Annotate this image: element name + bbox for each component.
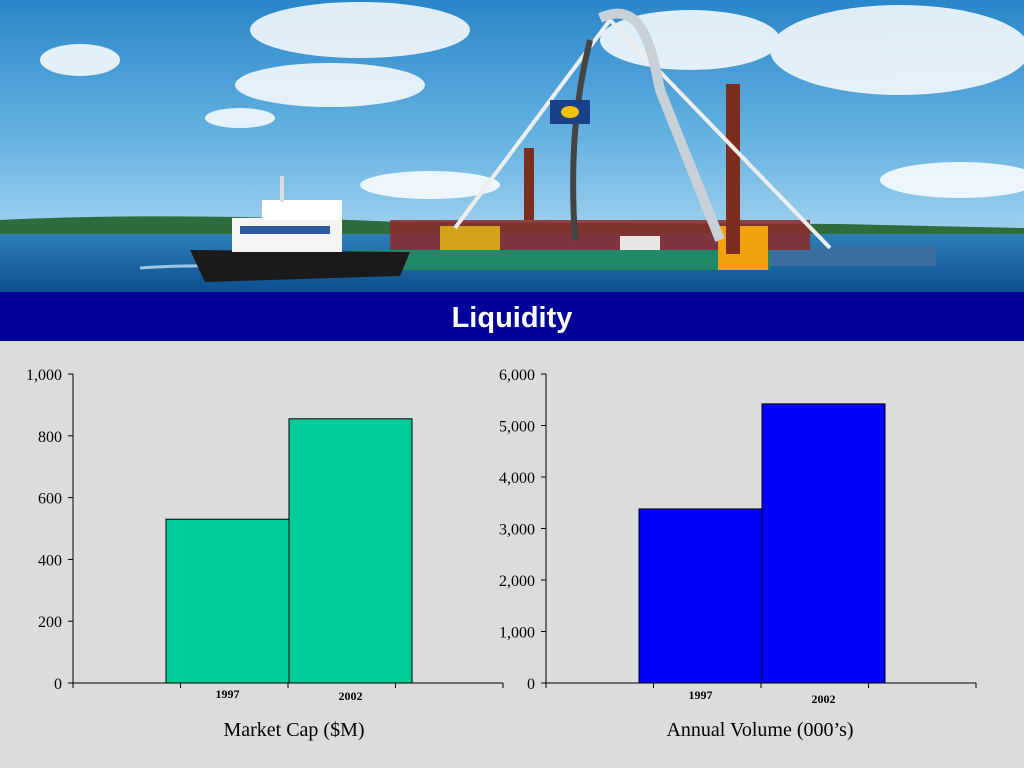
annual-volume-chart: 0 1,000 2,000 3,000 4,000 5,000 6,000 1997 2002 A… <box>499 367 977 741</box>
annual-volume-y-tick-label: 4,000 <box>499 470 535 487</box>
market-cap-y-tick-label: 1,000 <box>26 367 62 384</box>
sky <box>0 0 1024 232</box>
market-cap-y-tick-label: 800 <box>38 429 62 446</box>
annual-volume-category-label: 2002 <box>812 692 836 706</box>
market-cap-bar-2002 <box>288 418 413 684</box>
market-cap-category-label: 2002 <box>339 689 363 703</box>
market-cap-x-axis-label: Market Cap ($M) <box>223 719 364 741</box>
market-cap-category-label: 1997 <box>216 687 240 701</box>
tugboat <box>190 176 410 282</box>
annual-volume-category-label: 1997 <box>689 688 713 702</box>
annual-volume-y-tick-label: 0 <box>527 676 535 693</box>
flag <box>550 100 590 124</box>
market-cap-y-tick-label: 600 <box>38 491 62 508</box>
hero-photo <box>0 0 1024 292</box>
annual-volume-y-tick-label: 3,000 <box>499 522 535 539</box>
market-cap-y-tick-label: 0 <box>54 676 62 693</box>
charts-area: 0 200 400 600 800 1,000 1997 2002 Market Cap ($M… <box>0 341 1024 768</box>
title-bar: Liquidity <box>0 292 1024 341</box>
market-cap-y-tick-label: 200 <box>38 614 62 631</box>
annual-volume-y-tick-label: 6,000 <box>499 367 535 384</box>
slide-title: Liquidity <box>451 302 573 334</box>
market-cap-y-tick-label: 400 <box>38 552 62 569</box>
annual-volume-y-tick-label: 1,000 <box>499 625 535 642</box>
market-cap-chart: 0 200 400 600 800 1,000 1997 2002 Market Cap ($M… <box>26 367 504 741</box>
annual-volume-y-tick-label: 2,000 <box>499 573 535 590</box>
annual-volume-x-axis-label: Annual Volume (000’s) <box>666 719 853 741</box>
market-cap-bar-1997 <box>165 518 290 684</box>
charts-svg: 0 200 400 600 800 1,000 1997 2002 Market Cap ($M… <box>26 367 977 741</box>
annual-volume-bar-2002 <box>761 403 886 684</box>
crane <box>453 8 832 250</box>
barge <box>350 84 936 270</box>
annual-volume-y-tick-label: 5,000 <box>499 419 535 436</box>
annual-volume-bar-1997 <box>638 508 763 684</box>
